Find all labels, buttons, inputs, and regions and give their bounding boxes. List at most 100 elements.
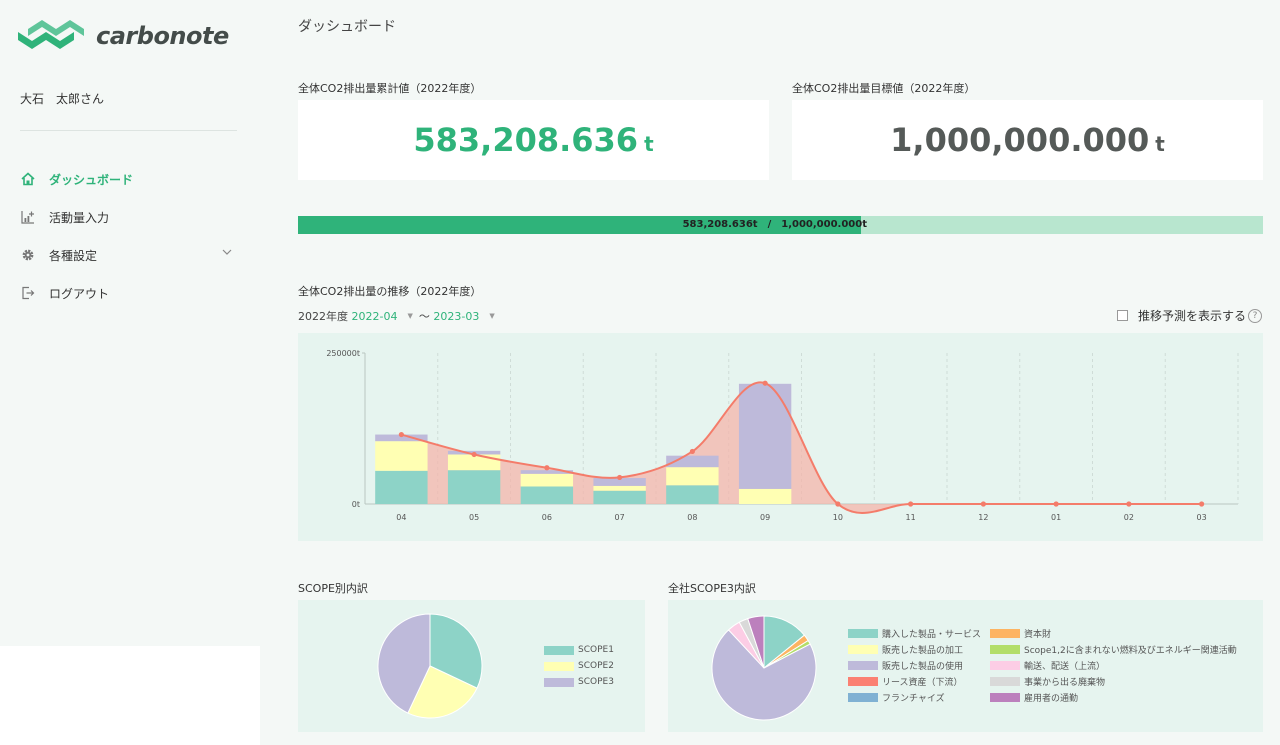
sidebar-item-label: 各種設定 [49, 248, 98, 263]
legend-swatch [990, 692, 1020, 702]
legend-label: フランチャイズ [882, 693, 945, 704]
caret-down-icon[interactable]: ▼ [407, 312, 413, 320]
chevron-down-icon[interactable] [222, 248, 232, 259]
total-point [908, 501, 914, 507]
legend-item: Scope1,2に含まれない燃料及びエネルギー関連活動 [990, 641, 1240, 657]
forecast-label: 推移予測を表示する [1138, 309, 1247, 323]
legend-item: 販売した製品の加工 [848, 641, 990, 657]
total-emission-value: 583,208.636 [413, 121, 639, 159]
bar-scope1 [375, 470, 428, 504]
legend-item: 購入した製品・サービス [848, 625, 990, 641]
logo-mark-icon [18, 20, 84, 49]
total-point [689, 448, 695, 455]
y-tick-label: 0t [352, 500, 360, 509]
progress-text: 583,208.636t / 1,000,000.000t [682, 219, 867, 230]
legend-swatch [544, 645, 574, 655]
pie-slice [747, 615, 765, 669]
target-emission-label: 全体CO2排出量目標値（2022年度） [792, 82, 976, 95]
total-point [617, 474, 623, 481]
bar-scope3 [666, 455, 719, 468]
user-name: 大石 太郎さん [20, 92, 105, 106]
total-point [398, 431, 404, 438]
page-title: ダッシュボード [298, 19, 396, 35]
scope3-legend: 購入した製品・サービス 資本財販売した製品の加工 Scope1,2に含まれない燃料及… [848, 625, 1240, 705]
caret-down-icon[interactable]: ▼ [489, 312, 495, 320]
legend-item: 事業から出る廃棄物 [990, 673, 1240, 689]
legend-swatch [990, 660, 1020, 670]
scope-pie-panel: SCOPE1 SCOPE2 SCOPE3 [298, 600, 645, 732]
x-tick-label: 12 [978, 513, 988, 522]
bar-scope1 [593, 490, 646, 504]
scope-pie-chart [377, 613, 483, 719]
pie-slice [429, 613, 483, 689]
legend-swatch [544, 661, 574, 671]
bar-scope2 [738, 488, 792, 504]
legend-label: 雇用者の通勤 [1024, 693, 1079, 704]
sidebar-item-logout[interactable]: ログアウト [0, 274, 260, 312]
logo[interactable]: carbonote [18, 18, 229, 54]
legend-item: SCOPE1 [544, 642, 614, 658]
bar-scope3 [738, 383, 792, 489]
legend-item: 販売した製品の使用 [848, 657, 990, 673]
pie-slice [407, 665, 478, 719]
total-point [544, 465, 550, 471]
sidebar-item-activity-input[interactable]: 活動量入力 [0, 198, 260, 236]
x-tick-label: 08 [687, 513, 697, 522]
pie-slice [377, 613, 431, 714]
x-tick-label: 10 [833, 513, 843, 522]
y-tick-label: 250000t [326, 349, 360, 358]
home-icon [20, 171, 36, 187]
x-tick-label: 03 [1197, 513, 1207, 522]
target-emission-card: 1,000,000.000 t [792, 100, 1263, 180]
legend-swatch [990, 628, 1020, 638]
legend-item: SCOPE2 [544, 658, 614, 674]
period-prefix: 2022年度 [298, 310, 352, 323]
legend-label: 購入した製品・サービス [882, 629, 982, 640]
legend-swatch [990, 676, 1020, 686]
forecast-toggle[interactable]: 推移予測を表示する ? [1117, 307, 1263, 324]
legend-label: 販売した製品の使用 [882, 661, 964, 672]
legend-label: SCOPE3 [578, 677, 614, 687]
sidebar-item-dashboard[interactable]: ダッシュボード [0, 160, 260, 198]
legend-label: リース資産（下流） [882, 677, 963, 688]
legend-label: SCOPE2 [578, 661, 614, 671]
legend-swatch [544, 677, 574, 687]
progress-fill: 583,208.636t / 1,000,000.000t [298, 216, 867, 234]
emission-progress-bar: 583,208.636t / 1,000,000.000t [298, 216, 1263, 234]
sidebar-nav: ダッシュボード 活動量入力 各種設定 ログアウト [0, 160, 260, 312]
pie-slice [711, 629, 817, 721]
bar-scope2 [666, 467, 719, 486]
scope-legend: SCOPE1 SCOPE2 SCOPE3 [544, 642, 614, 690]
x-tick-label: 01 [1051, 513, 1061, 522]
legend-label: 資本財 [1024, 629, 1052, 640]
period-to-select[interactable]: 2023-03 [433, 309, 480, 323]
logout-icon [20, 285, 36, 301]
legend-swatch [848, 660, 878, 670]
total-point [1053, 501, 1059, 507]
sidebar-item-settings[interactable]: 各種設定 [0, 236, 260, 274]
bar-scope2 [375, 441, 428, 471]
total-emission-label: 全体CO2排出量累計値（2022年度） [298, 82, 482, 95]
legend-item: フランチャイズ [848, 689, 990, 705]
sidebar-item-label: ダッシュボード [49, 172, 134, 187]
total-point [980, 501, 986, 507]
legend-label: 事業から出る廃棄物 [1024, 677, 1106, 688]
period-from-select[interactable]: 2022-04 [351, 309, 398, 323]
bar-scope2 [447, 454, 501, 471]
total-point [1126, 501, 1132, 507]
legend-item: SCOPE3 [544, 674, 614, 690]
bar-scope1 [447, 470, 501, 504]
x-tick-label: 06 [542, 513, 552, 522]
total-emission-card: 583,208.636 t [298, 100, 769, 180]
help-icon[interactable]: ? [1248, 308, 1263, 323]
legend-item: リース資産（下流） [848, 673, 990, 689]
total-emission-unit: t [644, 132, 654, 156]
legend-swatch [848, 692, 878, 702]
forecast-checkbox[interactable] [1117, 310, 1128, 321]
legend-label: SCOPE1 [578, 645, 614, 655]
bar-scope3 [375, 434, 428, 442]
target-emission-value: 1,000,000.000 [890, 121, 1150, 159]
period-selector: 2022年度 2022-04 ▼ 〜 2023-03 ▼ [298, 308, 495, 324]
scope-breakdown-title: SCOPE別内訳 [298, 582, 368, 595]
x-tick-label: 09 [760, 513, 770, 522]
